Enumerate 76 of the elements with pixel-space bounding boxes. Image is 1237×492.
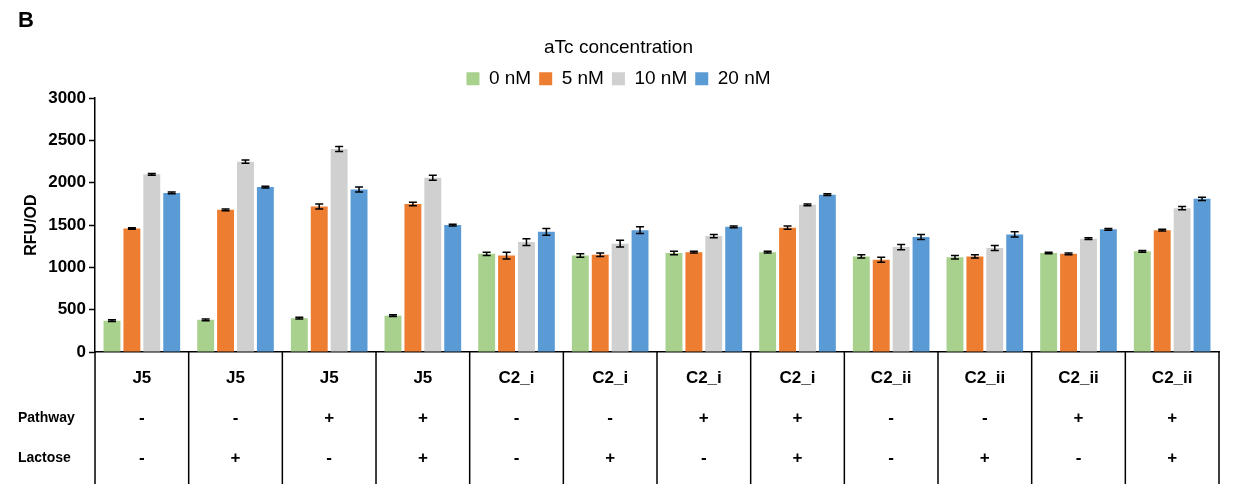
category-label: C2_i - -: [498, 367, 535, 467]
bar: [685, 252, 703, 352]
bar: [424, 177, 442, 352]
category-label: C2_ii - +: [964, 367, 1006, 467]
y-tick-label: 1500: [48, 214, 87, 234]
bar: [1006, 234, 1024, 352]
bar: [384, 315, 402, 352]
text: Pathway: [18, 408, 76, 425]
bar: [892, 247, 910, 352]
bar: [986, 247, 1004, 352]
bar: [143, 174, 161, 352]
category-label: C2_i - +: [592, 367, 629, 467]
bar: [1153, 230, 1171, 352]
bar: [611, 243, 629, 352]
bar: [665, 253, 683, 352]
bar: [1040, 253, 1058, 352]
bar: [1060, 253, 1078, 352]
bar: [103, 320, 121, 352]
bar: [759, 252, 777, 352]
bar: [631, 230, 649, 352]
bar: [478, 253, 496, 352]
bar: [966, 256, 984, 352]
y-axis-title: RFU/OD: [22, 194, 40, 256]
bar: [518, 242, 535, 352]
bar: [852, 256, 870, 352]
bar: [1133, 251, 1151, 352]
legend-label: 0 nM: [488, 66, 532, 88]
y-tick-label: 500: [57, 299, 87, 319]
bar: [350, 189, 368, 352]
bar: [1079, 238, 1097, 352]
y-tick-label: 0: [76, 341, 87, 361]
bar: [537, 231, 555, 352]
bar: [444, 225, 462, 352]
bar: [1173, 208, 1191, 352]
category-label: J5 + +: [413, 367, 433, 467]
bar: [946, 257, 964, 352]
y-tick-label: 1000: [48, 257, 87, 277]
bar: [310, 206, 328, 352]
bar: [779, 227, 797, 352]
bar: [197, 319, 215, 352]
y-tick-label: 3000: [48, 87, 87, 107]
bar: [705, 236, 723, 352]
category-label: J5 - +: [226, 367, 245, 467]
legend-label: 20 nM: [717, 66, 771, 88]
bar: [872, 259, 890, 352]
bar: [123, 228, 141, 352]
bar: [330, 148, 348, 352]
bar: [1193, 198, 1211, 352]
bar: [256, 187, 274, 352]
category-label: J5 - -: [132, 367, 152, 467]
category-label: C2_ii - -: [870, 367, 912, 467]
bar: [1099, 229, 1117, 352]
bar: [498, 255, 516, 352]
bar: [725, 226, 743, 352]
legend-title: aTc concentration: [544, 36, 693, 58]
category-label: C2_i + +: [779, 367, 816, 467]
text: Lactose: [18, 448, 72, 465]
bar: [217, 209, 235, 352]
category-label: C2_i + -: [685, 367, 722, 467]
bar: [237, 161, 254, 352]
bar: [912, 236, 930, 352]
legend-label: 10 nM: [634, 66, 688, 88]
bar: [818, 194, 836, 352]
legend-label: 5 nM: [561, 66, 604, 88]
bar: [571, 255, 589, 352]
category-label: C2_ii + -: [1058, 367, 1099, 467]
y-tick-label: 2500: [48, 130, 87, 150]
chart-title: B: [18, 7, 34, 33]
bar: [290, 318, 308, 352]
bar: [799, 204, 816, 352]
bar: [163, 192, 181, 352]
category-label: J5 + -: [319, 367, 339, 467]
bar: [591, 254, 609, 352]
bar: [404, 203, 422, 352]
category-label: C2_ii + +: [1151, 367, 1193, 467]
y-tick-label: 2000: [48, 172, 87, 192]
